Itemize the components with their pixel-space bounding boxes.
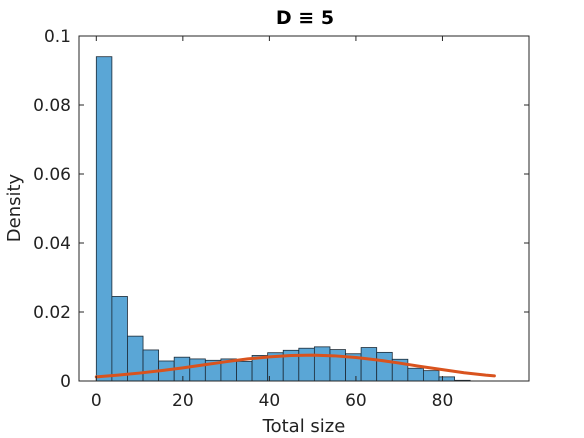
histogram-bar (236, 360, 253, 382)
x-tick-label: 40 (259, 391, 281, 411)
histogram-bar (438, 376, 455, 382)
y-tick-label: 0 (60, 372, 71, 392)
histogram-bar (189, 358, 206, 382)
histogram-bar (111, 296, 128, 382)
y-tick-label: 0.08 (33, 96, 71, 116)
x-axis-label: Total size (262, 416, 346, 437)
x-tick-label: 20 (172, 391, 194, 411)
histogram-bar (142, 349, 160, 382)
y-axis-ticks: 0 0.02 0.04 0.06 0.08 0.1 (33, 27, 529, 392)
y-tick-label: 0.06 (33, 165, 71, 185)
histogram-bar (313, 346, 331, 382)
y-tick-label: 0.02 (33, 303, 71, 323)
histogram-bar (376, 351, 393, 382)
plot-background (79, 36, 529, 381)
histogram-bar (360, 347, 378, 382)
x-tick-label: 60 (345, 391, 367, 411)
x-tick-label: 0 (91, 391, 102, 411)
y-tick-label: 0.1 (44, 27, 71, 47)
y-tick-label: 0.04 (33, 234, 71, 254)
y-axis-label: Density (4, 173, 25, 242)
histogram-bar (95, 56, 113, 382)
histogram-bar (423, 370, 440, 382)
x-tick-label: 80 (432, 391, 454, 411)
histogram-bar (298, 347, 315, 382)
histogram-bar (407, 367, 424, 382)
x-axis-ticks: 0 20 40 60 80 (91, 36, 453, 411)
fitted-density-curve (94, 353, 496, 379)
plot-frame (78, 35, 530, 382)
chart-title: D ≡ 5 (276, 7, 334, 29)
